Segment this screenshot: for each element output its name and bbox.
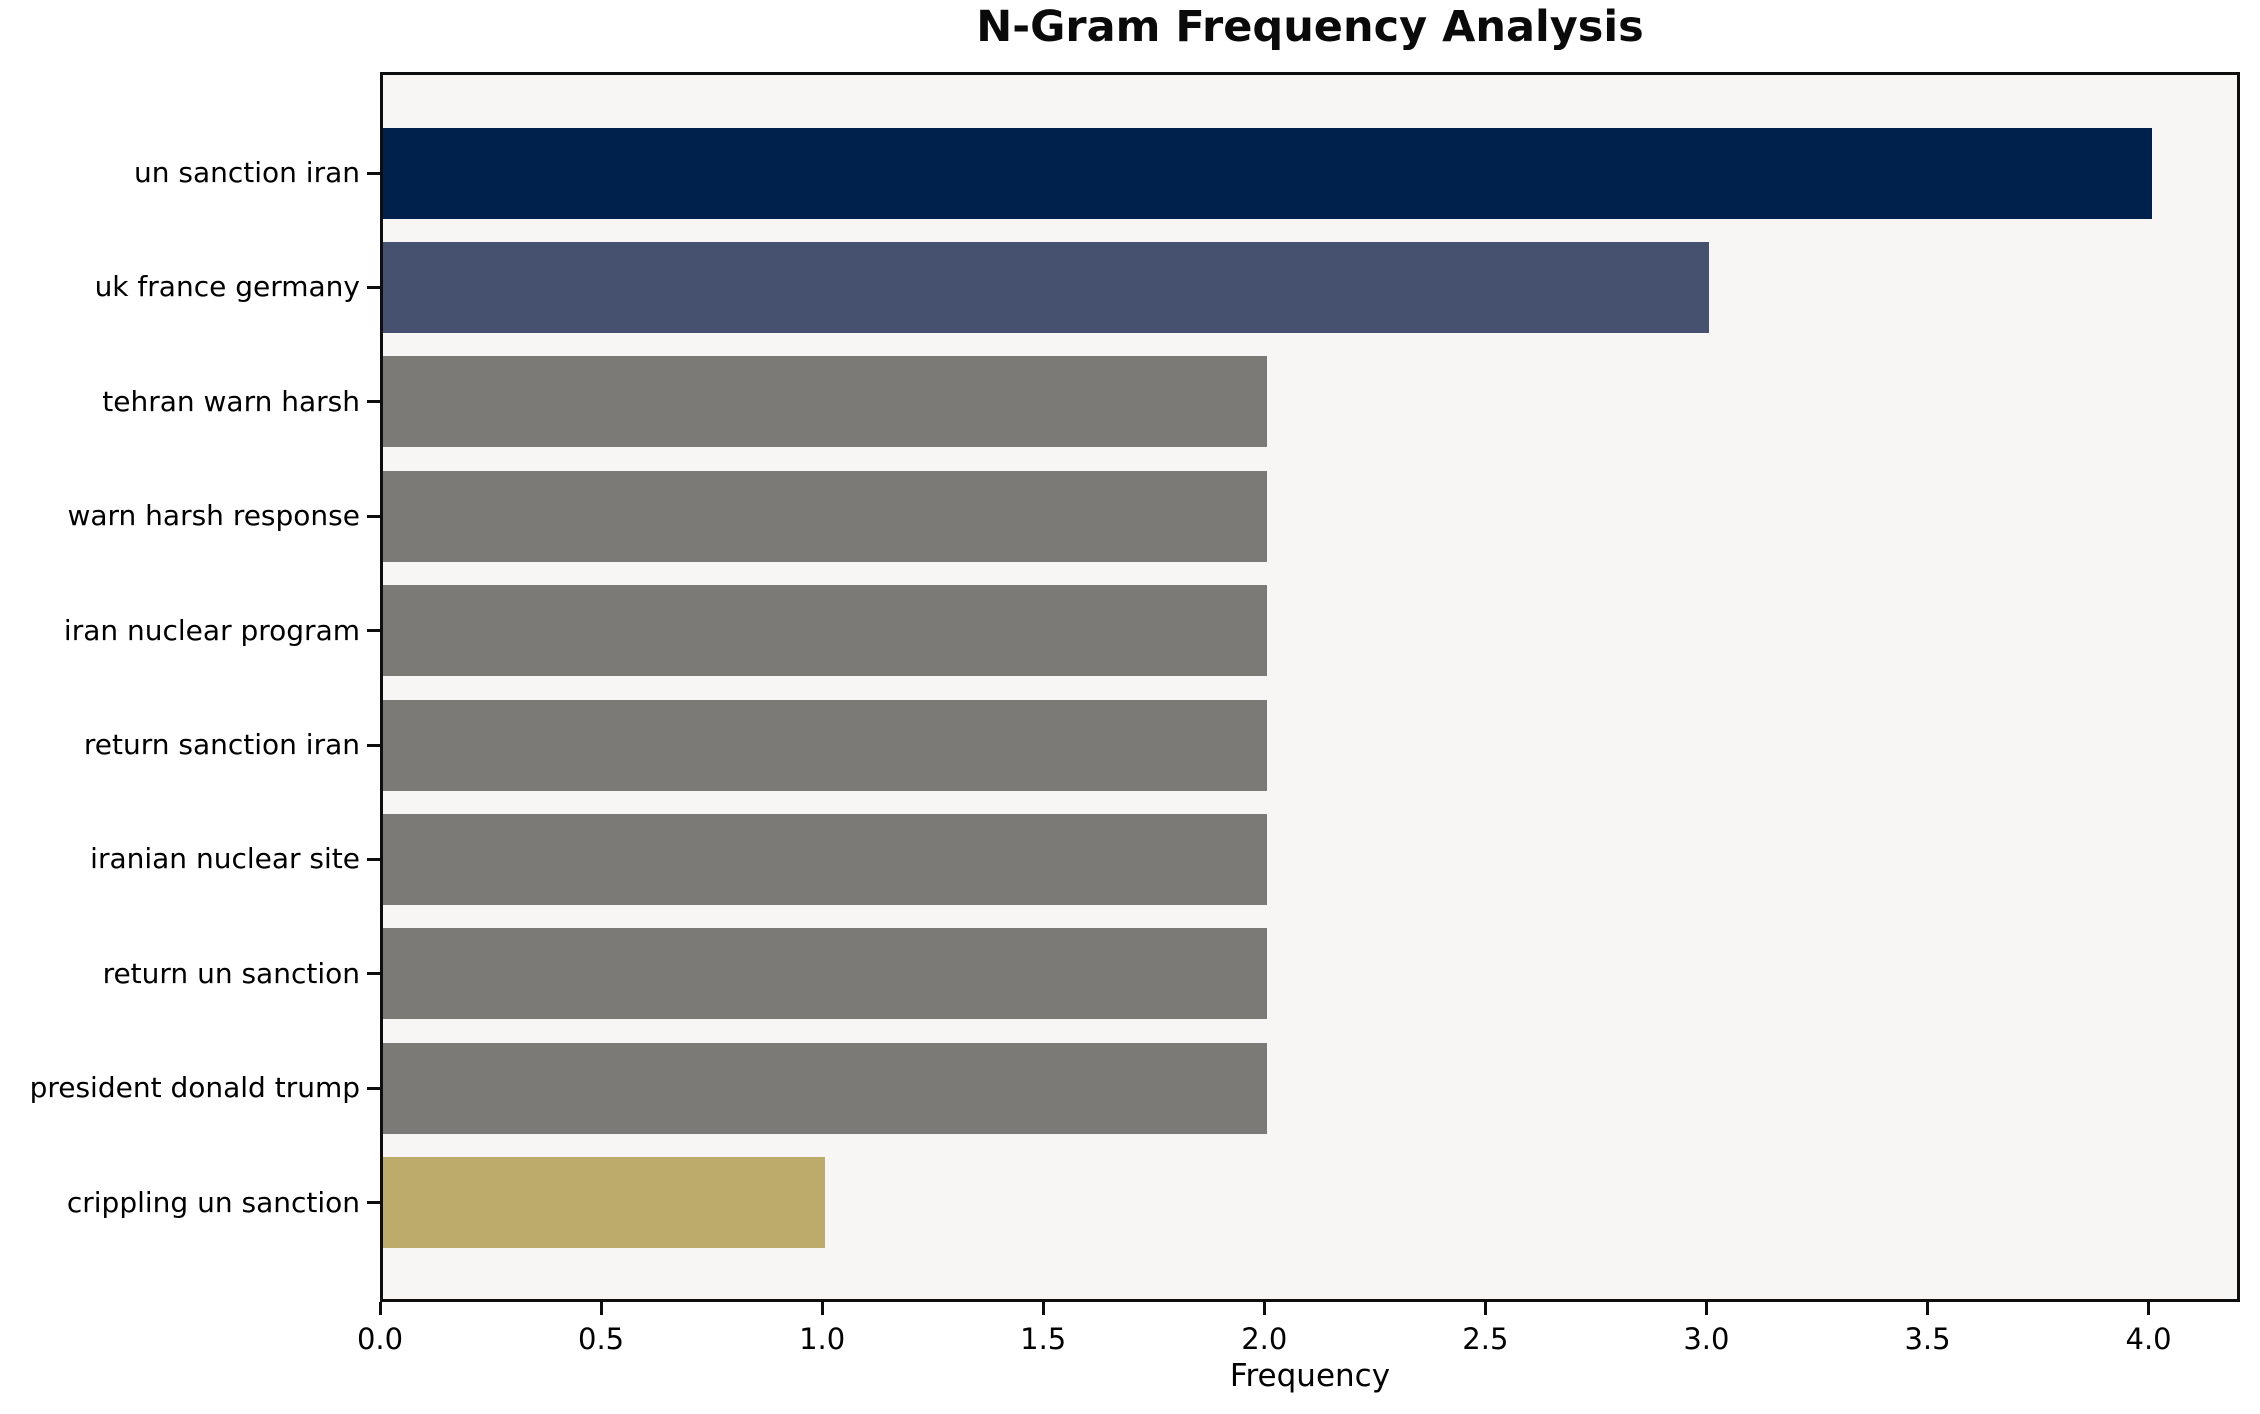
y-tick-label: uk france germany (94, 270, 360, 304)
bar (383, 1157, 826, 1249)
x-tick-mark (2147, 1302, 2151, 1315)
x-tick-mark (1704, 1302, 1708, 1315)
y-tick-mark (367, 857, 380, 861)
y-tick-label: iranian nuclear site (90, 842, 360, 876)
y-tick-mark (367, 514, 380, 518)
x-tick-label: 1.5 (1020, 1322, 1067, 1356)
x-tick-label: 0.5 (578, 1322, 625, 1356)
y-tick-mark (367, 400, 380, 404)
bar (383, 813, 1268, 905)
x-tick-mark (599, 1302, 603, 1315)
x-tick-mark (1262, 1302, 1266, 1315)
y-tick-mark (367, 629, 380, 633)
x-tick-label: 1.0 (799, 1322, 846, 1356)
bar (383, 127, 2152, 219)
bar (383, 699, 1268, 791)
x-tick-label: 2.5 (1462, 1322, 1509, 1356)
y-tick-mark (367, 285, 380, 289)
y-tick-label: crippling un sanction (66, 1185, 360, 1219)
y-tick-mark (367, 743, 380, 747)
x-axis-label: Frequency (1229, 1358, 1391, 1394)
bar (383, 470, 1268, 562)
bar (383, 356, 1268, 448)
x-tick-mark (820, 1302, 824, 1315)
x-tick-label: 2.0 (1241, 1322, 1288, 1356)
x-tick-label: 3.5 (1904, 1322, 1951, 1356)
x-tick-mark (1483, 1302, 1487, 1315)
y-tick-label: return sanction iran (83, 728, 360, 761)
y-tick-label: warn harsh response (67, 499, 360, 533)
y-tick-label: iran nuclear program (63, 613, 360, 647)
x-tick-mark (378, 1302, 382, 1315)
x-tick-label: 3.0 (1683, 1322, 1730, 1356)
y-tick-mark (367, 171, 380, 175)
x-tick-mark (1041, 1302, 1045, 1315)
y-tick-label: tehran warn harsh (102, 384, 360, 418)
x-tick-mark (1926, 1302, 1929, 1315)
bar (383, 928, 1268, 1020)
y-tick-mark (367, 1201, 380, 1205)
x-tick-label: 0.0 (356, 1322, 404, 1356)
bar (383, 241, 1710, 333)
bar (383, 585, 1268, 677)
chart-title: N-Gram Frequency Analysis (976, 2, 1644, 52)
plot-area (380, 72, 2240, 1302)
y-tick-label: return un sanction (102, 956, 360, 990)
y-tick-label: president donald trump (29, 1071, 360, 1105)
y-tick-mark (367, 972, 380, 976)
y-tick-mark (367, 1086, 380, 1090)
x-tick-label: 4.0 (2125, 1322, 2172, 1356)
y-tick-label: un sanction iran (133, 156, 360, 189)
bar (383, 1042, 1268, 1134)
